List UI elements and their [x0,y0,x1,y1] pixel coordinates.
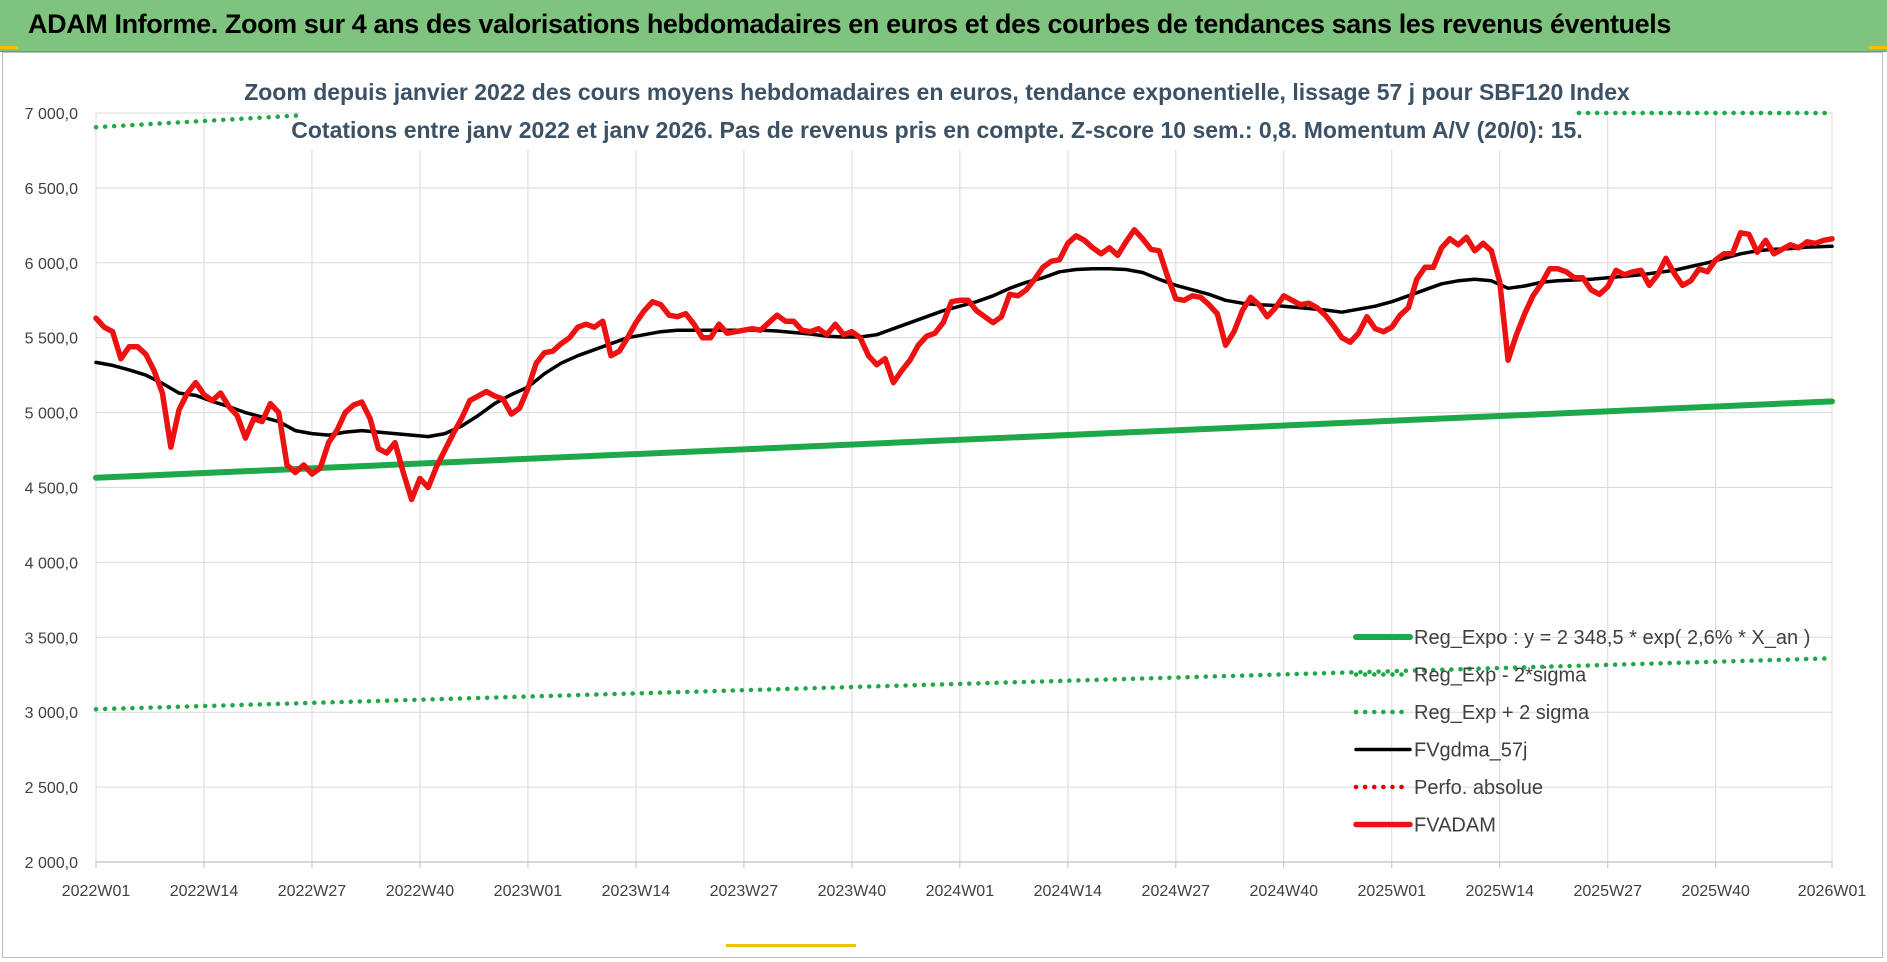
y-tick-label: 6 500,0 [25,181,78,198]
header-banner: ADAM Informe. Zoom sur 4 ans des valoris… [0,0,1887,52]
legend-reg-expo-label: Reg_Expo : y = 2 348,5 * exp( 2,6% * X_a… [1414,627,1810,649]
chart-grid [95,112,1833,868]
y-tick-label: 2 500,0 [25,780,78,797]
reg-expo-line [93,398,1835,481]
fvgdma-57j-line [94,244,1834,439]
x-tick-label: 2022W01 [62,883,131,900]
x-tick-label: 2022W40 [386,883,455,900]
chart-series [93,110,1835,712]
bottom-marker [726,944,856,947]
x-tick-label: 2025W14 [1466,883,1535,900]
y-tick-label: 6 000,0 [25,256,78,273]
x-tick-label: 2022W27 [278,883,347,900]
chart-title-background [300,70,1575,150]
y-tick-label: 4 000,0 [25,555,78,572]
chart-titles: Zoom depuis janvier 2022 des cours moyen… [244,70,1630,150]
legend-perfo-absolue-label: Perfo. absolue [1414,777,1543,799]
y-tick-label: 2 000,0 [25,855,78,872]
y-tick-label: 5 500,0 [25,331,78,348]
y-tick-label: 7 000,0 [25,106,78,123]
banner-title: ADAM Informe. Zoom sur 4 ans des valoris… [28,9,1671,39]
x-axis-tick-labels: 2022W01 2022W14 2022W27 2022W40 2023W01 2023W… [62,883,1867,900]
x-tick-label: 2023W27 [710,883,779,900]
legend-reg-exp-minus-label: Reg_Exp - 2*sigma [1414,665,1587,687]
x-tick-label: 2023W14 [602,883,671,900]
x-tick-label: 2024W14 [1034,883,1103,900]
y-tick-label: 3 500,0 [25,630,78,647]
x-tick-label: 2026W01 [1798,883,1867,900]
y-tick-label: 4 500,0 [25,481,78,498]
chart-title-line-1: Zoom depuis janvier 2022 des cours moyen… [244,79,1630,105]
corner-marker-left [0,46,18,49]
x-tick-label: 2024W40 [1250,883,1319,900]
chart-frame [2,52,1883,958]
legend-fvadam-label: FVADAM [1414,815,1496,837]
x-tick-label: 2024W27 [1142,883,1211,900]
legend-reg-exp-plus-label: Reg_Exp + 2 sigma [1414,702,1590,724]
x-tick-label: 2025W01 [1358,883,1427,900]
chart-legend: Reg_Expo : y = 2 348,5 * exp( 2,6% * X_a… [1353,627,1810,837]
reg-exp-minus-2sigma-line [93,656,1835,712]
legend-fvgdma-label: FVgdma_57j [1414,740,1527,762]
x-tick-label: 2024W01 [926,883,995,900]
fvadam-line [93,227,1835,503]
y-tick-label: 5 000,0 [25,406,78,423]
corner-marker-right [1869,46,1887,49]
x-tick-label: 2025W27 [1573,883,1642,900]
y-tick-label: 3 000,0 [25,705,78,722]
x-tick-label: 2025W40 [1681,883,1750,900]
x-tick-label: 2022W14 [170,883,239,900]
chart-title-line-2: Cotations entre janv 2022 et janv 2026. … [291,117,1582,143]
x-tick-label: 2023W01 [494,883,563,900]
y-axis-tick-labels: 2 000,0 2 500,0 3 000,0 3 500,0 4 000,0 4 500… [25,106,78,872]
x-tick-label: 2023W40 [818,883,887,900]
